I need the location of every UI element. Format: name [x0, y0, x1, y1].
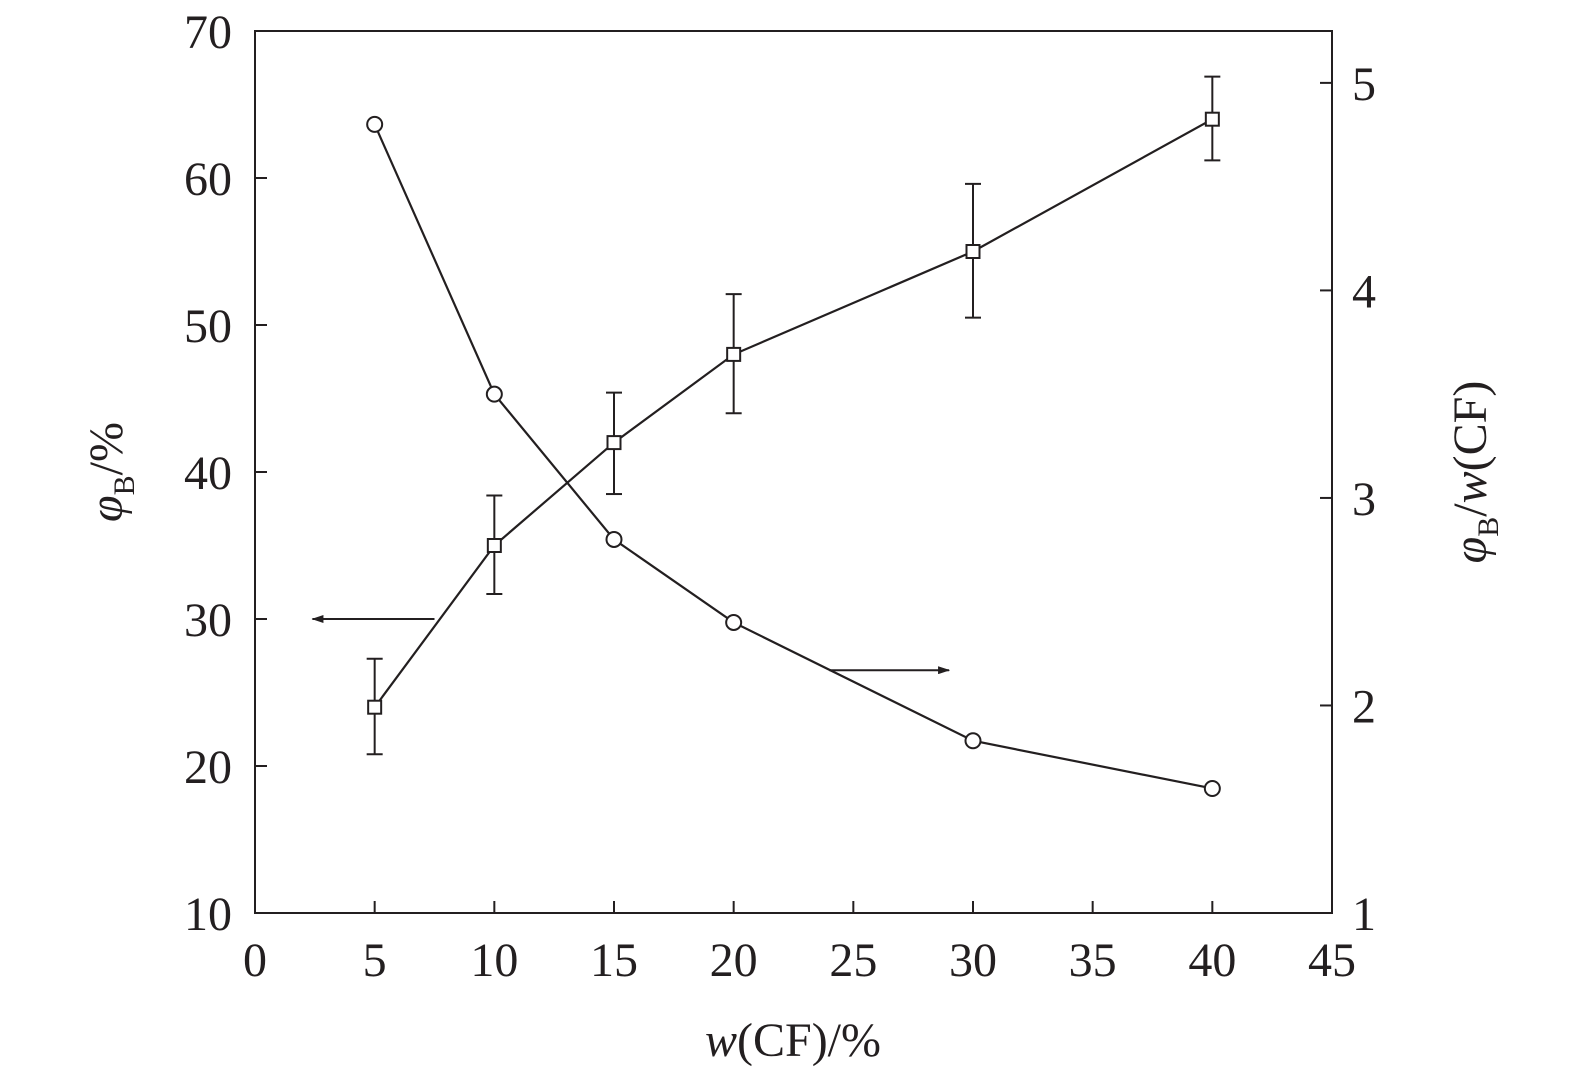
x-tick-label: 25: [829, 934, 877, 987]
square-marker: [1204, 111, 1220, 127]
square-marker: [486, 538, 502, 553]
left-y-axis-title-rest: /%: [80, 422, 133, 475]
x-tick-label: 10: [470, 934, 518, 987]
square-marker: [965, 244, 981, 259]
left-y-tick-label: 20: [184, 741, 232, 794]
x-axis-title: w(CF)/%: [705, 1014, 881, 1067]
right-y-tick-label: 4: [1352, 265, 1376, 318]
right-y-axis-ticks: 1 2 3 4 5: [1320, 58, 1376, 941]
left-y-axis-ticks: 10 20 30 40 50 60 70: [184, 6, 267, 941]
circle-marker: [366, 115, 384, 133]
x-tick-label: 5: [363, 934, 387, 987]
circle-marker: [1203, 779, 1221, 797]
circle-marker: [964, 732, 982, 750]
circle-marker: [485, 385, 503, 403]
series-layer: [366, 75, 1221, 797]
x-tick-label: 0: [243, 934, 267, 987]
left-y-tick-label: 60: [184, 153, 232, 206]
right-y-axis-title-var2: w: [1444, 471, 1497, 503]
x-axis-title-rest: (CF)/%: [737, 1014, 881, 1067]
x-axis-ticks: 0 5 10 15 20 25 30 35 40 45: [243, 901, 1356, 987]
annotation-layer: [311, 615, 951, 675]
circle-marker: [725, 613, 743, 631]
x-tick-label: 20: [710, 934, 758, 987]
left-y-tick-label: 40: [184, 447, 232, 500]
left-y-axis-title: φB/%: [80, 422, 141, 522]
right-y-axis-title-mid: /: [1444, 503, 1497, 517]
left-y-tick-label: 30: [184, 594, 232, 647]
series-line: [373, 118, 1213, 708]
series-2: [366, 115, 1221, 797]
series-1: [366, 75, 1221, 756]
series-line: [373, 123, 1213, 790]
right-y-tick-label: 5: [1352, 58, 1376, 111]
right-y-tick-label: 2: [1352, 680, 1376, 733]
x-tick-label: 15: [590, 934, 638, 987]
right-y-tick-label: 3: [1352, 473, 1376, 526]
right-y-axis-title: φB/w(CF): [1444, 381, 1505, 564]
left-y-axis-title-var: φ: [80, 495, 133, 522]
left-y-tick-label: 70: [184, 6, 232, 59]
right-y-axis-title-rest: (CF): [1444, 381, 1497, 472]
circle-marker: [605, 530, 623, 548]
right-y-axis-title-var: φ: [1444, 537, 1497, 564]
square-marker: [367, 699, 383, 715]
left-y-tick-label: 10: [184, 888, 232, 941]
x-axis-title-var: w: [705, 1014, 737, 1067]
left-y-tick-label: 50: [184, 300, 232, 353]
right-y-axis-title-sub: B: [1472, 517, 1505, 537]
square-marker: [726, 346, 742, 362]
x-tick-label: 30: [949, 934, 997, 987]
x-tick-label: 45: [1308, 934, 1356, 987]
x-tick-label: 40: [1188, 934, 1236, 987]
x-tick-label: 35: [1069, 934, 1117, 987]
square-marker: [606, 435, 622, 451]
left-y-axis-title-sub: B: [108, 475, 141, 495]
right-y-tick-label: 1: [1352, 888, 1376, 941]
